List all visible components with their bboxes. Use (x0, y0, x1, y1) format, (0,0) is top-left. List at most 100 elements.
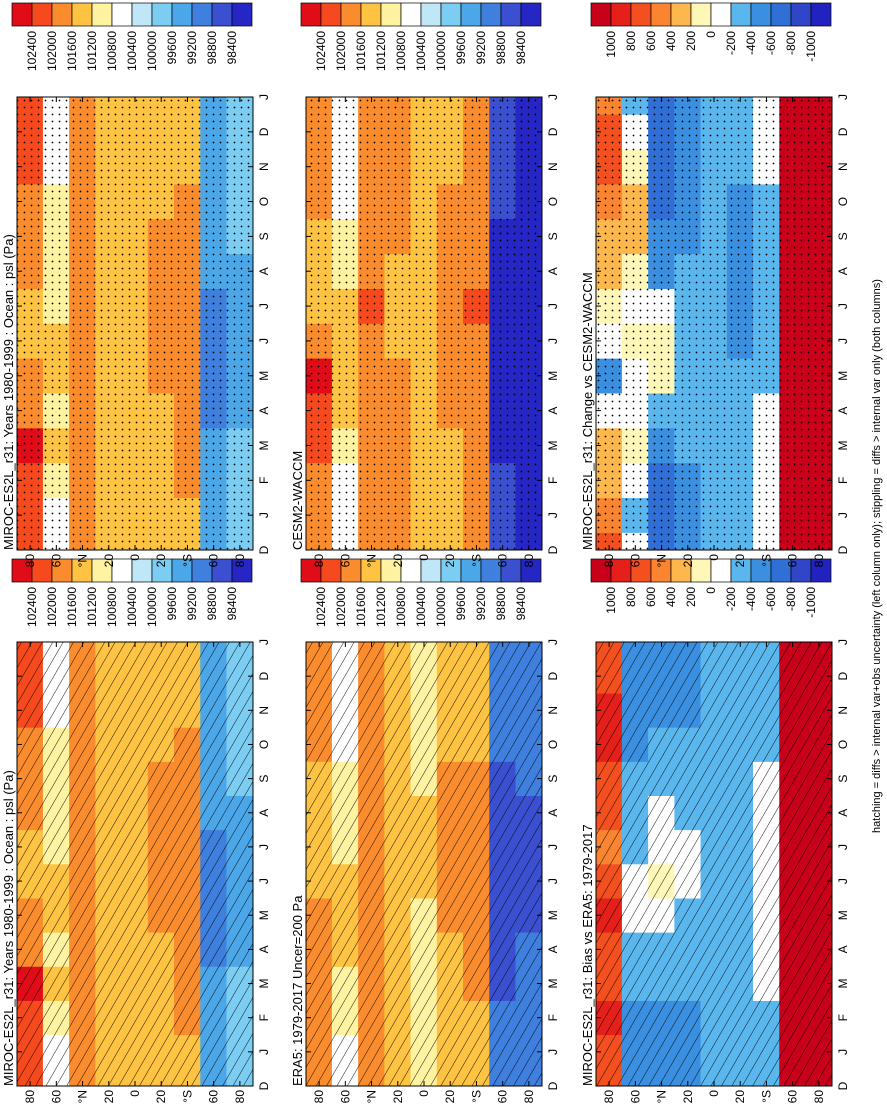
x-tick-label: M (836, 371, 850, 381)
panel-title: MIROC-ES2L_r31: Change vs CESM2-WACCM (580, 272, 595, 550)
x-tick-label: J (546, 512, 560, 518)
y-tick-label: 80 (602, 1090, 616, 1104)
colorbar-label: 0 (704, 31, 718, 38)
colorbar-box (710, 2, 732, 27)
colorbar-label: 99600 (454, 587, 468, 621)
x-tick-label: M (546, 979, 560, 989)
x-tick-label: S (836, 232, 850, 240)
colorbar-label: 200 (684, 31, 698, 51)
x-tick-label: F (546, 477, 560, 484)
x-tick-label: J (257, 512, 271, 518)
x-tick-label: J (257, 94, 271, 100)
x-tick-label: N (546, 706, 560, 715)
x-tick-label: A (546, 945, 560, 953)
colorbar-label: 99200 (185, 587, 199, 621)
colorbar-label: -200 (724, 587, 738, 611)
y-tick-label: 80 (602, 554, 616, 568)
colorbar-label: 101600 (354, 587, 368, 627)
plot-area (596, 642, 832, 1086)
colorbar-label: -600 (764, 587, 778, 611)
colorbar-box (810, 2, 832, 27)
colorbar-label: 101600 (354, 31, 368, 71)
y-tick-label: 80 (522, 1090, 536, 1104)
caption: hatching = diffs > internal var+obs unce… (871, 279, 883, 833)
y-tick-label: °N (76, 1090, 90, 1103)
y-tick-label: 80 (23, 554, 37, 568)
colorbar-label: 800 (624, 31, 638, 51)
colorbar-label: 0 (704, 587, 718, 594)
colorbar-label: 98800 (205, 587, 219, 621)
y-tick-label: 0 (417, 1090, 431, 1097)
panel-title: MIROC-ES2L_r31: Bias vs ERA5: 1979-2017 (580, 824, 595, 1086)
colorbar-label: 100000 (145, 31, 159, 71)
colorbar-box (91, 2, 113, 27)
colorbar-label: 98800 (205, 31, 219, 65)
colorbar-label: 101200 (85, 31, 99, 71)
colorbar-box (211, 2, 233, 27)
x-tick-label: D (836, 1081, 850, 1090)
colorbar-box (231, 2, 253, 27)
y-tick-label: 80 (233, 554, 247, 568)
x-tick-label: F (546, 1014, 560, 1021)
y-tick-label: °S (759, 1090, 773, 1103)
colorbar-label: 99200 (474, 31, 488, 65)
colorbar-label: 99200 (474, 587, 488, 621)
colorbar-label: 98800 (494, 31, 508, 65)
plot-area (306, 97, 542, 550)
colorbar-label: 100000 (434, 587, 448, 627)
overlay-stipple (306, 97, 542, 550)
y-tick-label: 20 (154, 1090, 168, 1104)
colorbar-label: 99200 (185, 31, 199, 65)
colorbar-box (500, 2, 522, 27)
colorbar-box (750, 2, 772, 27)
y-tick-label: 20 (681, 1090, 695, 1104)
colorbar-box (650, 2, 672, 27)
x-tick-label: J (836, 94, 850, 100)
colorbar-label: 99600 (454, 31, 468, 65)
y-tick-label: °N (365, 1090, 379, 1103)
colorbar-box (31, 2, 53, 27)
colorbar-label: 800 (624, 587, 638, 607)
x-tick-label: A (257, 267, 271, 275)
x-tick-label: J (836, 878, 850, 884)
colorbar-label: 600 (644, 31, 658, 51)
colorbar-box (440, 2, 462, 27)
colorbar-label: 98400 (514, 31, 528, 65)
colorbar-label: 98400 (225, 587, 239, 621)
colorbar-label: -600 (764, 31, 778, 55)
x-tick-label: M (546, 440, 560, 450)
x-tick-label: O (836, 740, 850, 749)
colorbar-box (670, 2, 692, 27)
y-tick-label: 80 (312, 554, 326, 568)
y-tick-label: °S (469, 554, 483, 567)
x-tick-label: D (257, 545, 271, 554)
y-tick-label: 20 (681, 554, 695, 568)
overlay-stipple (17, 97, 253, 550)
x-tick-label: S (546, 775, 560, 783)
y-tick-label: 80 (23, 1090, 37, 1104)
x-tick-label: A (257, 809, 271, 817)
x-tick-label: A (836, 407, 850, 415)
y-tick-label: °S (180, 1090, 194, 1103)
y-tick-label: 60 (49, 1090, 63, 1104)
y-tick-label: 80 (812, 554, 826, 568)
colorbar-label: 100400 (125, 31, 139, 71)
x-tick-label: N (836, 162, 850, 171)
colorbar-label: -400 (744, 587, 758, 611)
colorbar-box (131, 2, 153, 27)
x-tick-label: J (257, 338, 271, 344)
colorbar-label: -1000 (804, 587, 818, 618)
colorbar-label: 100400 (414, 587, 428, 627)
colorbar-label: 102400 (314, 31, 328, 71)
y-tick-label: °S (469, 1090, 483, 1103)
colorbar-label: 100000 (434, 31, 448, 71)
x-tick-label: O (546, 740, 560, 749)
colorbar-label: 100400 (125, 587, 139, 627)
x-tick-label: J (836, 844, 850, 850)
plot-area (596, 97, 832, 550)
colorbar-label: 100800 (394, 31, 408, 71)
panel-title: ERA5: 1979-2017 Uncer=200 Pa (290, 895, 305, 1086)
x-tick-label: N (257, 162, 271, 171)
x-tick-label: J (257, 1049, 271, 1055)
